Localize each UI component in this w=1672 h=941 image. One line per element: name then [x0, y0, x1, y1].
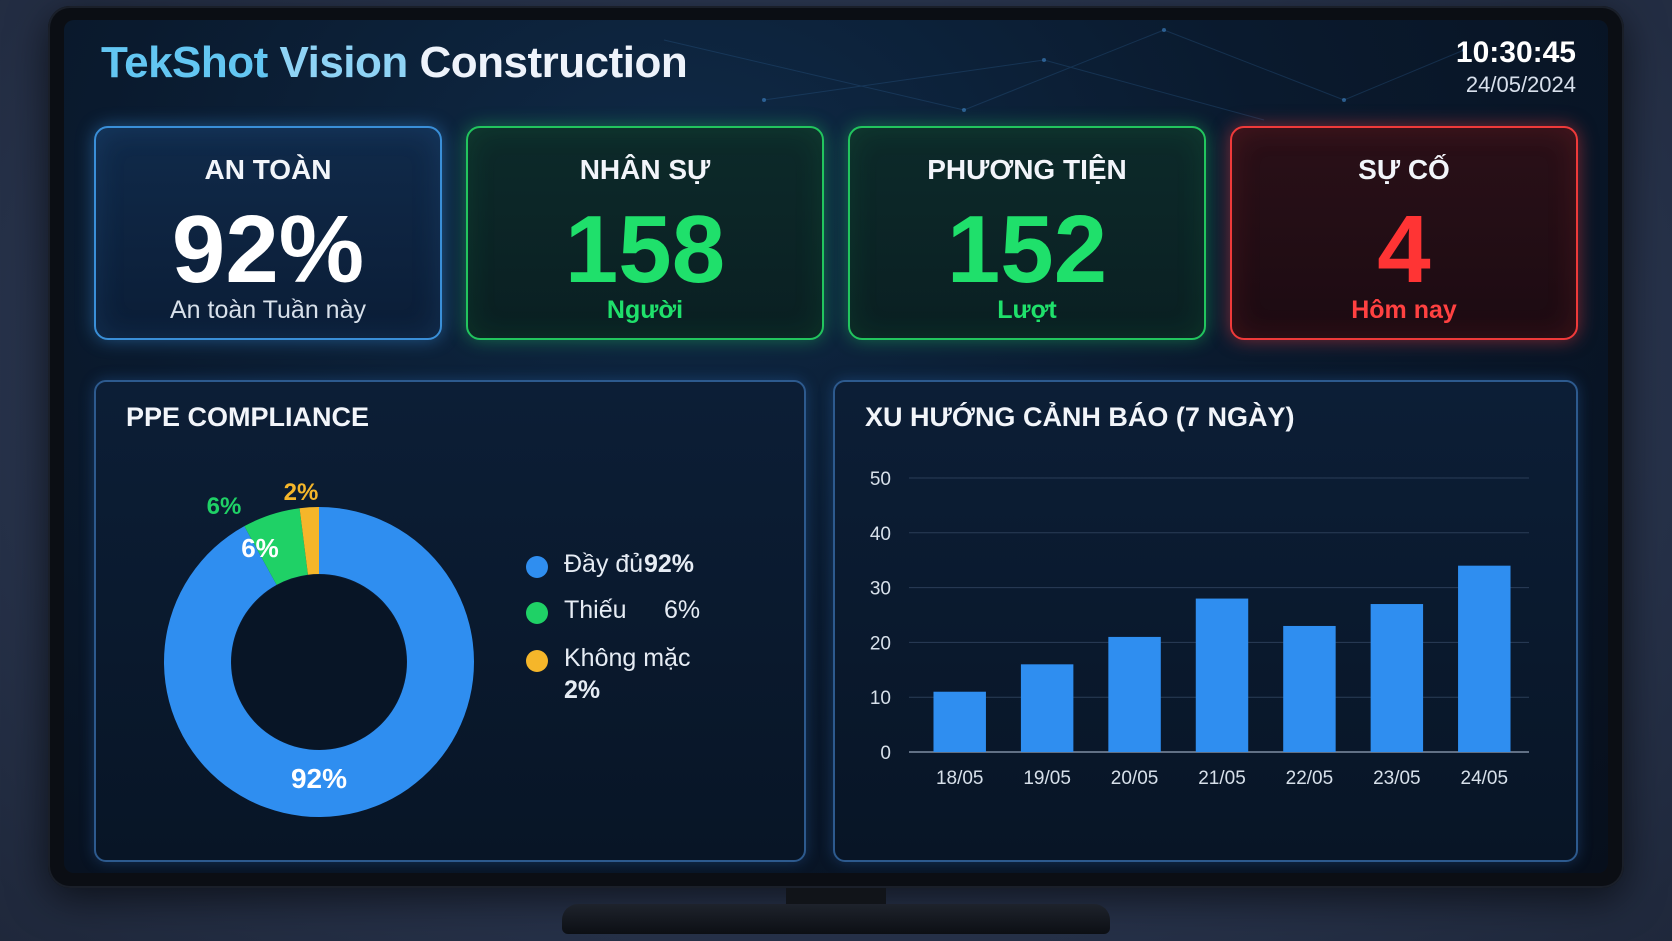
personnel-card-value: 158	[564, 196, 726, 303]
incident-card-sub: Hôm nay	[1351, 296, 1457, 324]
donut-slice-full	[163, 507, 474, 817]
x-tick-label: 22/05	[1286, 768, 1334, 789]
trend-panel-title: XU HƯỚNG CẢNH BÁO (7 NGÀY)	[865, 402, 1295, 432]
incident-card: SỰ CỐ 4 Hôm nay	[1230, 126, 1578, 340]
clock-time: 10:30:45	[1455, 36, 1576, 69]
y-tick-label: 0	[880, 743, 891, 764]
legend-dot-full	[526, 556, 548, 578]
y-tick-label: 40	[870, 524, 891, 545]
bar	[1370, 604, 1424, 752]
incident-card-label: SỰ CỐ	[1358, 154, 1450, 185]
legend-dot-none	[526, 650, 548, 672]
y-tick-label: 50	[870, 469, 891, 490]
bar	[1458, 565, 1511, 752]
donut-label-missing-outer: 6%	[207, 493, 242, 520]
legend-label-none: Không mặc	[564, 644, 691, 672]
incident-card-value: 4	[1377, 196, 1431, 303]
legend-pct-full: 92%	[644, 550, 695, 578]
x-tick-label: 20/05	[1111, 768, 1159, 789]
dashboard-screen: TekShot Vision Construction 10:30:45 24/…	[64, 20, 1608, 873]
app-title: TekShot Vision Construction	[101, 38, 688, 87]
personnel-card: NHÂN SỰ 158 Người	[466, 126, 824, 340]
legend-dot-missing	[526, 602, 548, 624]
bar	[933, 691, 986, 752]
ppe-compliance-panel: PPE COMPLIANCE 92% 6% 6% 2% Đầy đủ 92% Thiế…	[94, 380, 806, 862]
y-tick-label: 20	[870, 633, 891, 654]
bar	[1108, 636, 1161, 752]
vehicle-card-value: 152	[946, 196, 1108, 303]
donut-label-missing-inner: 6%	[241, 533, 279, 563]
donut-hole	[232, 575, 406, 749]
safety-card: AN TOÀN 92% An toàn Tuần này	[94, 126, 442, 340]
bar	[1195, 598, 1249, 752]
y-tick-label: 30	[870, 579, 891, 600]
legend-pct-missing: 6%	[664, 596, 701, 624]
y-tick-label: 10	[870, 688, 891, 709]
legend-pct-none: 2%	[564, 676, 601, 704]
donut-slice-none	[299, 507, 319, 575]
safety-card-sub: An toàn Tuần này	[170, 296, 366, 324]
x-tick-label: 24/05	[1461, 768, 1509, 789]
vehicle-card-label: PHƯƠNG TIỆN	[927, 154, 1127, 185]
clock: 10:30:45 24/05/2024	[1456, 36, 1576, 98]
clock-date: 24/05/2024	[1465, 72, 1576, 97]
x-tick-label: 18/05	[936, 768, 984, 789]
x-tick-label: 21/05	[1198, 768, 1246, 789]
safety-card-value: 92%	[171, 196, 365, 303]
bar	[1283, 625, 1336, 752]
bar	[1020, 664, 1074, 752]
ppe-panel-title: PPE COMPLIANCE	[126, 402, 370, 432]
legend-item-none: Không mặc 2%	[526, 644, 766, 714]
donut-label-full: 92%	[291, 763, 347, 794]
personnel-card-label: NHÂN SỰ	[579, 154, 711, 185]
donut-slice-missing	[244, 508, 308, 585]
personnel-card-sub: Người	[606, 296, 684, 324]
ppe-donut-chart: 92%6%6%2%	[163, 479, 474, 817]
legend-item-full: Đầy đủ 92%	[526, 550, 766, 584]
donut-label-none-outer: 2%	[284, 479, 319, 506]
legend-label-missing: Thiếu	[564, 596, 627, 624]
vehicle-card-sub: Lượt	[997, 296, 1057, 324]
x-tick-label: 19/05	[1023, 768, 1071, 789]
tv-stand-base	[562, 904, 1110, 934]
vehicle-card: PHƯƠNG TIỆN 152 Lượt	[848, 126, 1206, 340]
legend-label-full: Đầy đủ	[564, 550, 644, 578]
x-tick-label: 23/05	[1373, 768, 1421, 789]
safety-card-label: AN TOÀN	[204, 154, 332, 185]
legend-item-missing: Thiếu 6%	[526, 596, 766, 630]
alert-trend-panel: XU HƯỚNG CẢNH BÁO (7 NGÀY) 0 10 20 30 40 50 18…	[833, 380, 1578, 862]
alert-trend-bar-chart: 0 10 20 30 40 50 18/05 19/05 20/05 21/05 22/05 23/0…	[870, 469, 1529, 789]
network-background	[663, 28, 1466, 121]
